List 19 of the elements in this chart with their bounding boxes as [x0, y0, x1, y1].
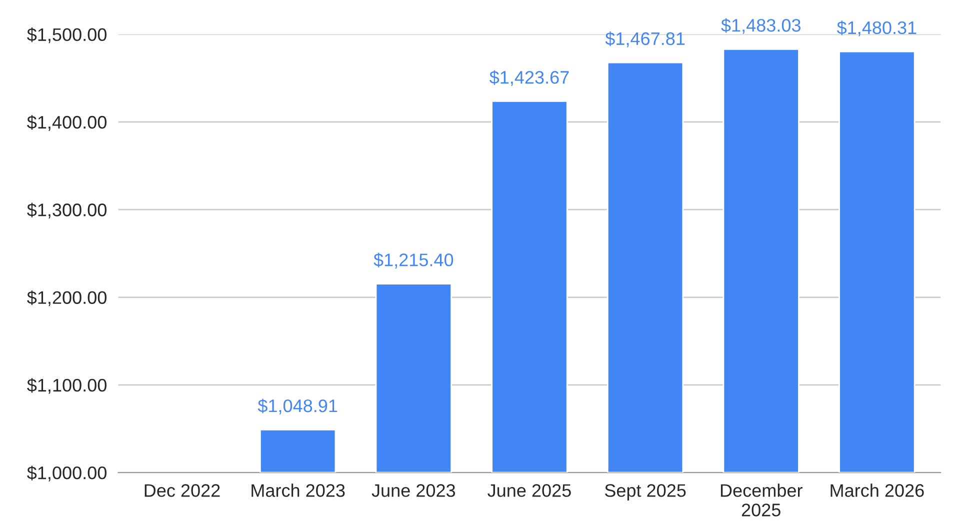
x-tick-label: December 2025: [720, 484, 802, 516]
y-tick-label: $1,300.00: [27, 202, 106, 218]
x-tick-label: March 2026: [830, 484, 924, 497]
data-label: $1,215.40: [374, 252, 454, 268]
x-tick-label: June 2023: [372, 484, 456, 497]
x-tick-label: March 2023: [252, 484, 345, 497]
data-label: $1,467.81: [605, 32, 685, 48]
y-tick-label: $1,000.00: [27, 466, 106, 482]
y-tick-label: $1,400.00: [27, 115, 106, 131]
data-label: $1,423.67: [490, 70, 569, 86]
data-label: $1,048.91: [258, 398, 338, 414]
y-tick-label: $1,200.00: [27, 290, 106, 306]
y-tick-label: $1,100.00: [27, 378, 106, 394]
data-label: $1,480.31: [836, 20, 916, 36]
data-label: $1,483.03: [721, 18, 800, 34]
x-tick-label: Sept 2025: [604, 484, 686, 500]
x-tick-label: June 2025: [488, 484, 571, 497]
y-tick-label: $1,500.00: [27, 27, 106, 44]
x-tick-label: Dec 2022: [144, 484, 220, 497]
